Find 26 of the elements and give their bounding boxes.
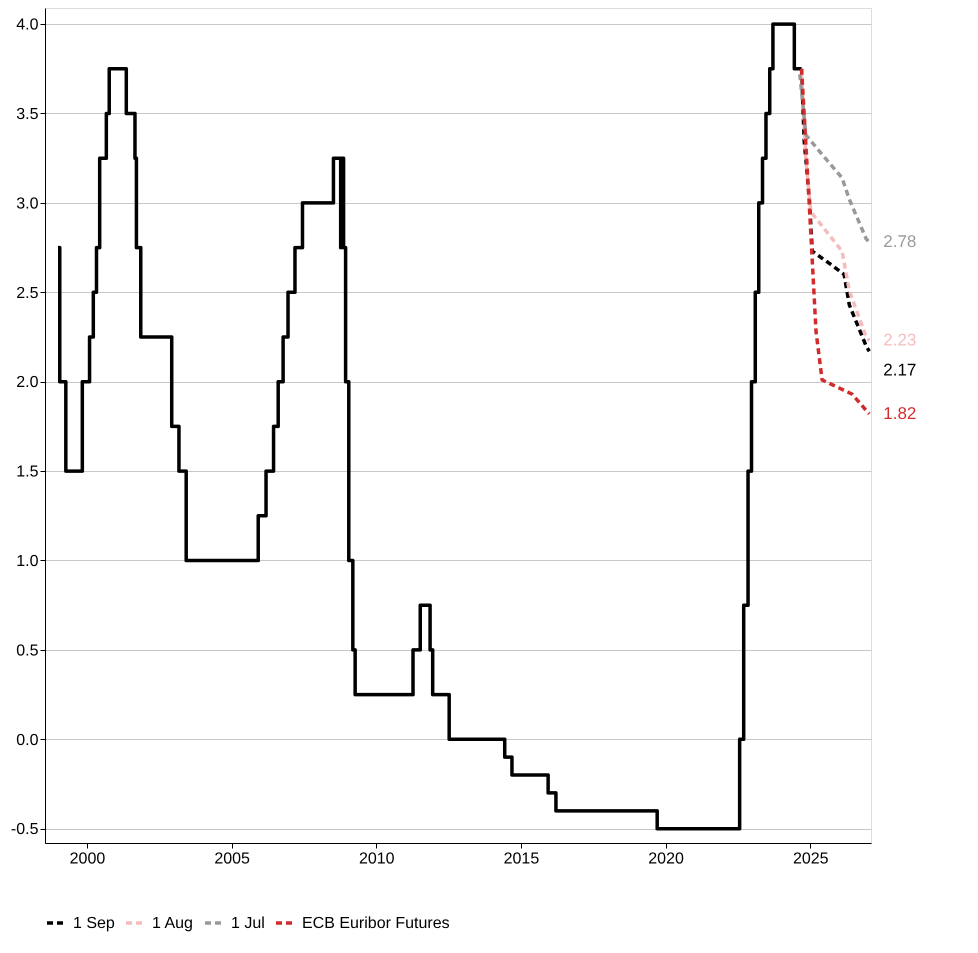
y-tick-label: 3.5: [16, 106, 39, 123]
legend-label: ECB Euribor Futures: [302, 915, 450, 932]
x-tick-label: 2025: [792, 850, 829, 868]
x-tick-label: 2020: [648, 850, 684, 868]
data-label: 1.82: [883, 404, 916, 423]
line-series: [798, 72, 872, 244]
data-label: 2.78: [883, 232, 916, 252]
legend-label: 1 Aug: [152, 915, 193, 932]
legend-label: 1 Jul: [231, 915, 265, 932]
y-tick-label: 4.0: [16, 16, 39, 34]
y-tick-label: 1.0: [16, 552, 39, 570]
y-tick-label: -0.5: [10, 821, 39, 838]
y-tick-label: 1.5: [16, 464, 39, 481]
data-label: 2.23: [883, 330, 916, 350]
y-tick-label: 2.0: [16, 374, 39, 392]
x-tick-label: 2010: [358, 850, 395, 868]
legend-label: 1 Sep: [73, 915, 115, 932]
y-tick-label: 3.0: [16, 195, 39, 212]
x-tick-label: 2015: [504, 850, 540, 868]
line-series: [800, 67, 872, 416]
y-tick-label: 0.0: [16, 732, 39, 749]
x-tick-label: 2000: [70, 850, 106, 868]
x-tick-label: 2005: [214, 850, 250, 868]
y-tick-label: 2.5: [16, 284, 39, 302]
data-label: 2.17: [883, 360, 916, 380]
y-tick-label: 0.5: [16, 642, 39, 660]
